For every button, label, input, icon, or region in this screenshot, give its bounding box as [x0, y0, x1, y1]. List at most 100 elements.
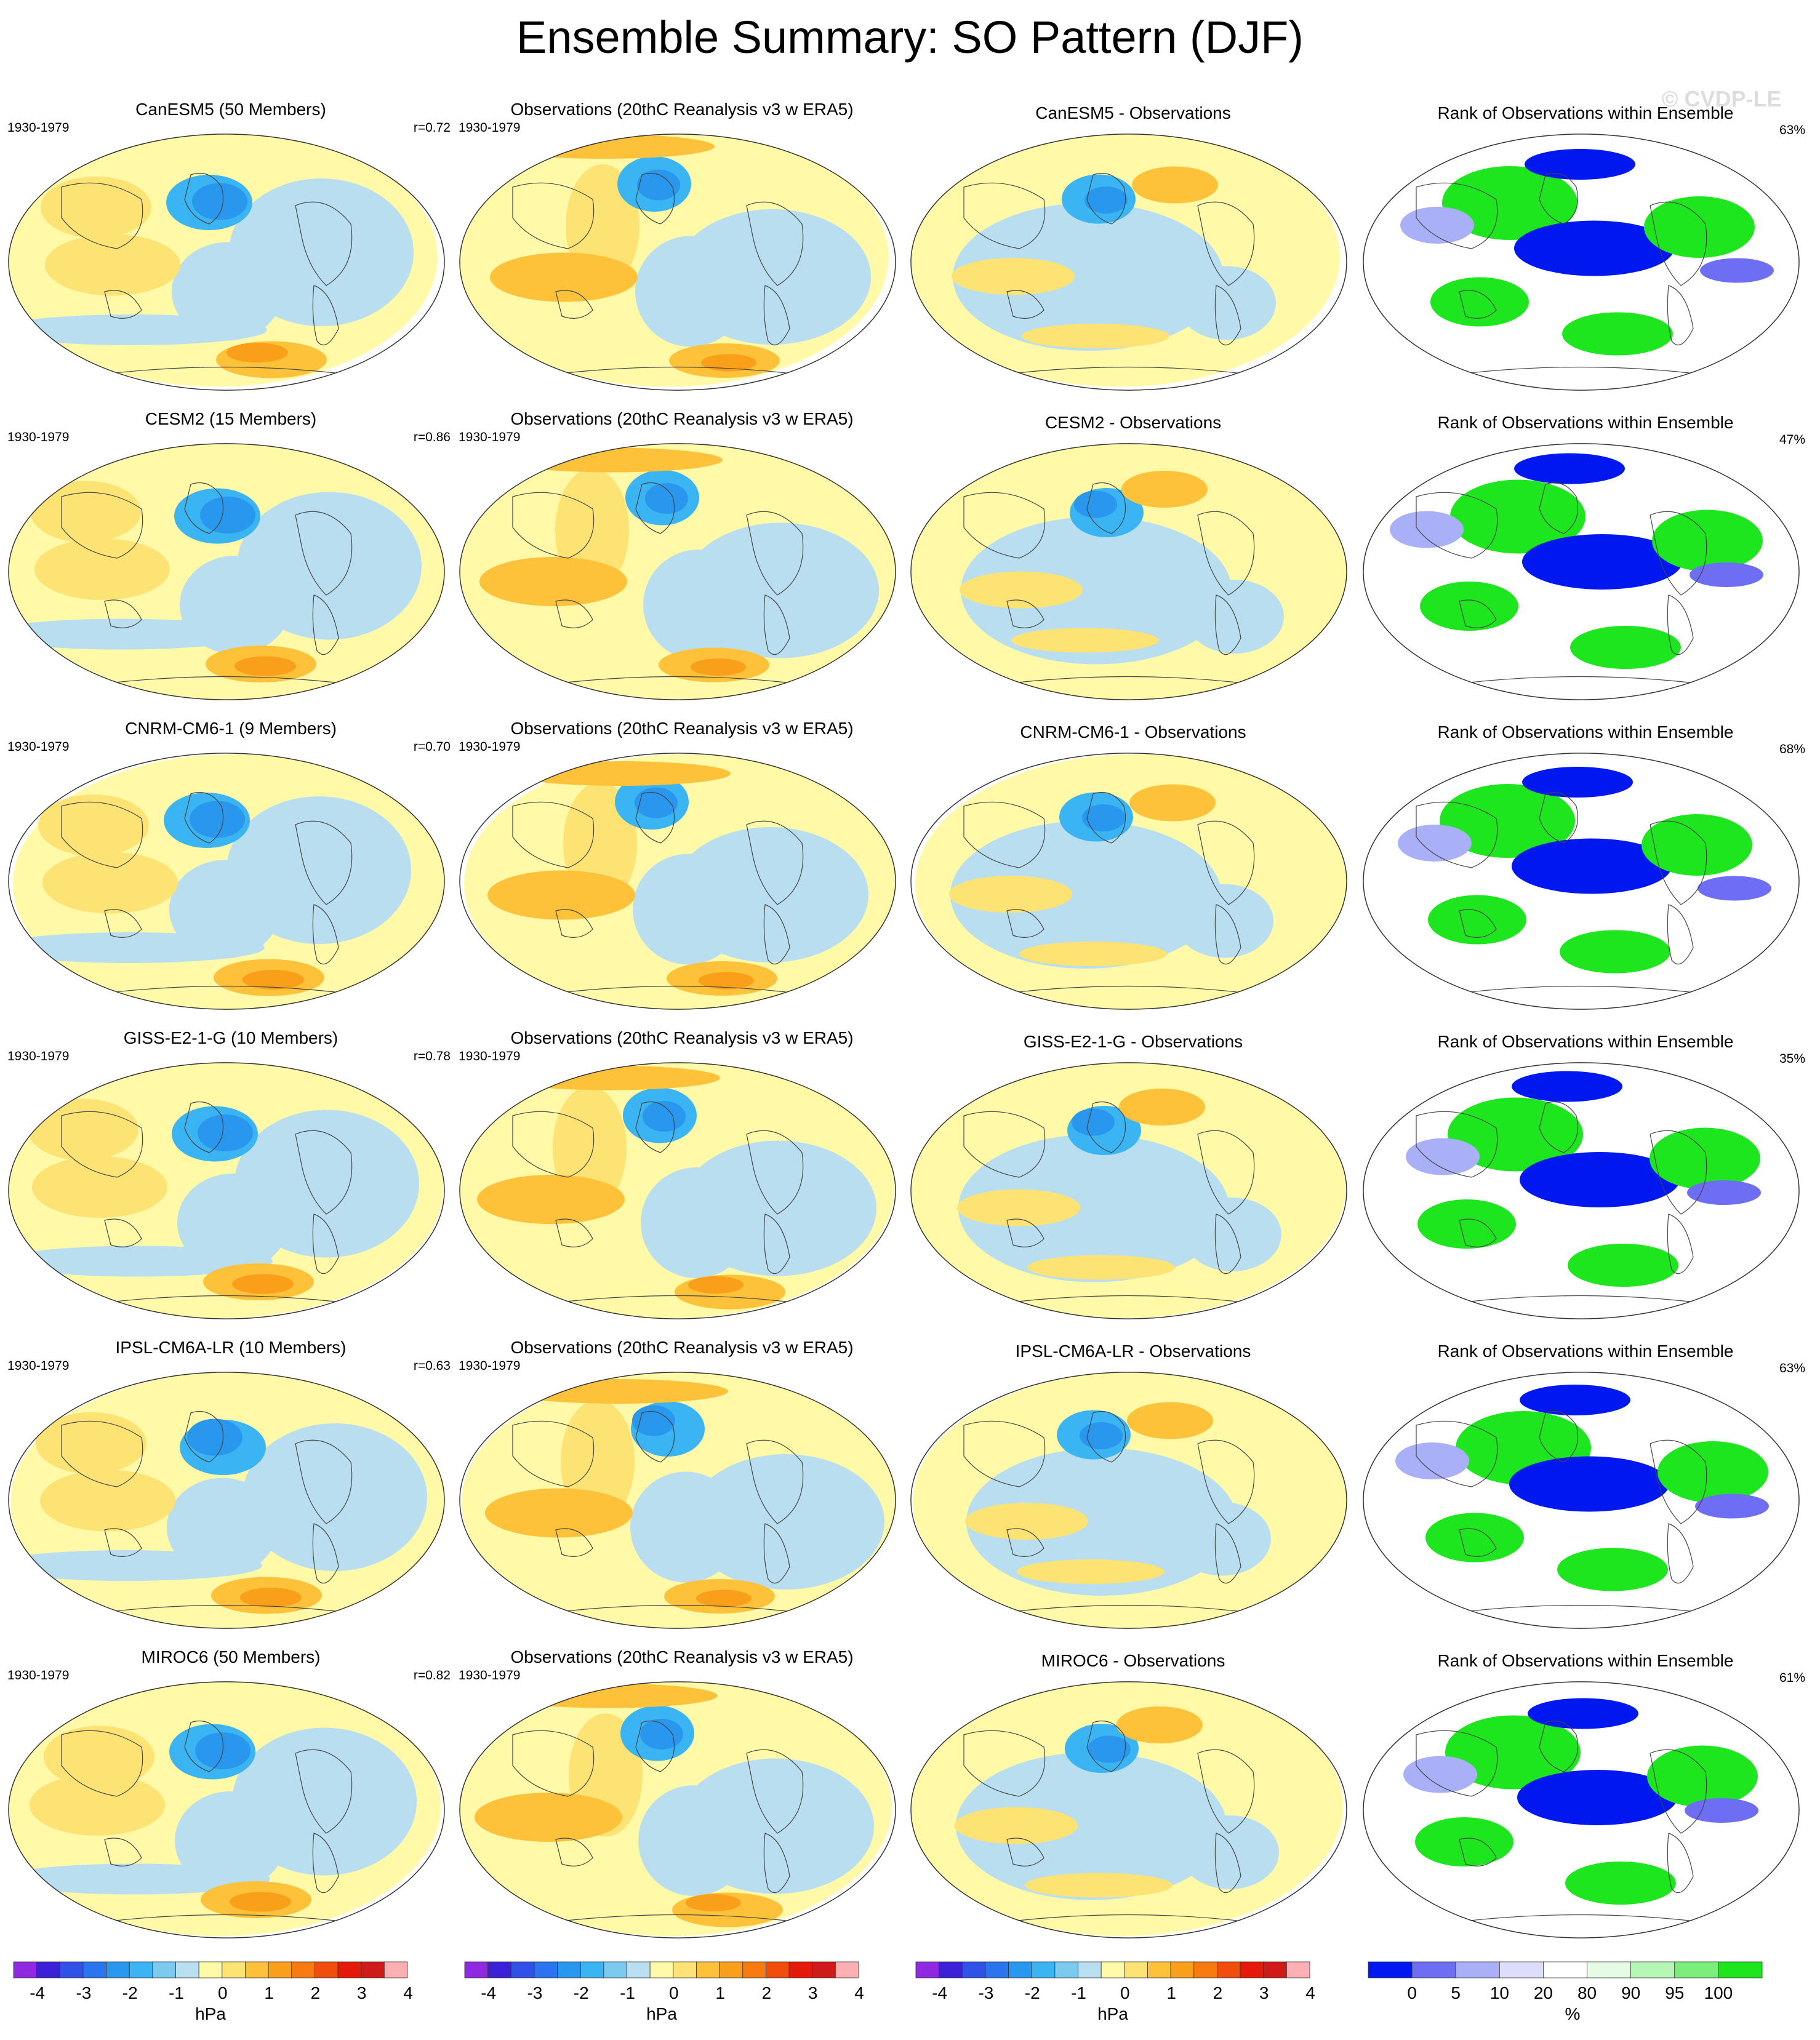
panel-diff-row-2: CESM2 - Observations — [908, 408, 1358, 700]
colorbar-rank-svg: 0 5 10 20 80 90 95 100% — [1368, 1961, 1763, 2023]
coastline — [1416, 1420, 1498, 1487]
field-contour — [9, 314, 267, 345]
colorbar-tick-label: -2 — [122, 1983, 138, 2002]
field-contour — [169, 860, 280, 959]
field-contour — [1400, 207, 1474, 244]
colorbar-tick-label: 90 — [1621, 1983, 1640, 2002]
colorbar-tick-label: -2 — [574, 1983, 589, 2002]
colorbar-tick-label: 0 — [218, 1983, 228, 2002]
map-border — [910, 134, 1347, 391]
coastline — [312, 1523, 339, 1584]
colorbar-swatch — [835, 1961, 859, 1978]
field-contour — [633, 854, 744, 965]
map-border — [910, 753, 1347, 1010]
map-border — [459, 1372, 896, 1629]
colorbar-tick-label: -1 — [169, 1983, 184, 2002]
field-contour — [1448, 1097, 1583, 1172]
colorbar-swatch — [245, 1961, 269, 1978]
coastline — [104, 290, 142, 319]
coastline — [555, 290, 593, 319]
colorbar-swatch — [915, 1961, 940, 1978]
cvdp-watermark: © CVDP-LE — [1662, 86, 1782, 111]
field-contour — [1428, 895, 1526, 945]
model-map — [8, 1681, 445, 1938]
field-contour — [1525, 149, 1635, 180]
coastline — [963, 492, 1046, 559]
rank-map — [1363, 1062, 1800, 1319]
pattern-correlation: r=0.63 — [413, 1359, 451, 1373]
coastline — [1197, 1439, 1255, 1524]
coastline — [746, 1749, 804, 1834]
field-contour — [638, 1785, 749, 1896]
map-border — [459, 1681, 896, 1938]
field-contour — [630, 1471, 741, 1583]
field-contour — [1425, 1513, 1524, 1562]
field-contour — [198, 1114, 253, 1151]
coastline — [312, 1833, 339, 1894]
diff-map — [910, 1372, 1347, 1629]
coastline — [104, 1218, 142, 1247]
period-label: 1930-1979 — [459, 740, 521, 754]
colorbar-swatch — [175, 1961, 199, 1978]
panel-diff-row-5: IPSL-CM6A-LR - Observations — [908, 1337, 1358, 1629]
colorbar-swatch — [222, 1961, 246, 1978]
colorbar-swatch — [580, 1961, 604, 1978]
coastline — [763, 285, 790, 346]
field-contour — [1022, 324, 1169, 348]
coastline — [1197, 820, 1255, 905]
field-contour — [177, 1174, 288, 1272]
coastline — [1539, 482, 1579, 534]
panel-rank-row-3: Rank of Observations within Ensemble 68% — [1361, 718, 1810, 1010]
field-contour — [1440, 784, 1575, 858]
map-border — [910, 1372, 1347, 1629]
field-contour — [507, 1379, 728, 1404]
colorbar-swatch — [534, 1961, 558, 1978]
colorbar-unit: hPa — [195, 2004, 226, 2023]
coastline — [61, 1111, 143, 1178]
colorbar-tick-label: 0 — [669, 1983, 679, 2002]
colorbar-swatch — [627, 1961, 651, 1978]
panel-title: Observations (20thC Reanalysis v3 w ERA5… — [510, 100, 854, 119]
field-contour — [645, 483, 688, 514]
coastline — [1416, 182, 1498, 249]
colorbar-tick-label: 3 — [1259, 1983, 1269, 2002]
coastline — [295, 1130, 353, 1215]
coastline — [512, 1420, 595, 1487]
panel-title: CESM2 - Observations — [1044, 413, 1222, 432]
coastline — [61, 1730, 143, 1797]
field-contour — [167, 1478, 278, 1577]
field-contour — [966, 1448, 1237, 1596]
field-contour — [240, 1588, 302, 1607]
field-contour — [1017, 1559, 1165, 1584]
model-map — [8, 134, 445, 391]
pattern-correlation: r=0.86 — [413, 430, 451, 444]
colorbar-tick-label: 3 — [357, 1983, 367, 2002]
coastline — [1214, 1214, 1241, 1274]
period-label: 1930-1979 — [7, 1359, 70, 1373]
panel-title: Observations (20thC Reanalysis v3 w ERA5… — [510, 1647, 854, 1666]
coastline — [1086, 482, 1126, 534]
coastline — [1539, 1410, 1579, 1463]
diff-map — [910, 1062, 1347, 1319]
field-contour — [493, 134, 715, 159]
field-contour — [243, 970, 304, 990]
colorbar-hpa-svg: -4 -3 -2 -1 0 1 2 3 4 hPa — [915, 1961, 1315, 2023]
colorbar-swatch — [649, 1961, 674, 1978]
coastline — [512, 492, 595, 559]
colorbar-hpa-svg: -4 -3 -2 -1 0 1 2 3 4 hPa — [13, 1961, 413, 2023]
coastline — [312, 1214, 339, 1274]
colorbar-swatch — [1587, 1961, 1632, 1978]
field-contour — [40, 1470, 175, 1532]
colorbar-swatch — [1499, 1961, 1544, 1978]
panel-obs-row-1: Observations (20thC Reanalysis v3 w ERA5… — [457, 98, 907, 391]
colorbar-tick-label: -1 — [1071, 1983, 1086, 2002]
diff-map — [910, 443, 1347, 700]
field-contour — [701, 354, 756, 372]
field-contour — [1084, 186, 1128, 214]
field-contour — [38, 794, 149, 856]
field-contour — [487, 870, 635, 920]
field-contour — [190, 801, 245, 838]
map-border — [910, 1681, 1347, 1938]
field-contour — [187, 1418, 243, 1456]
field-contour — [1074, 490, 1117, 518]
